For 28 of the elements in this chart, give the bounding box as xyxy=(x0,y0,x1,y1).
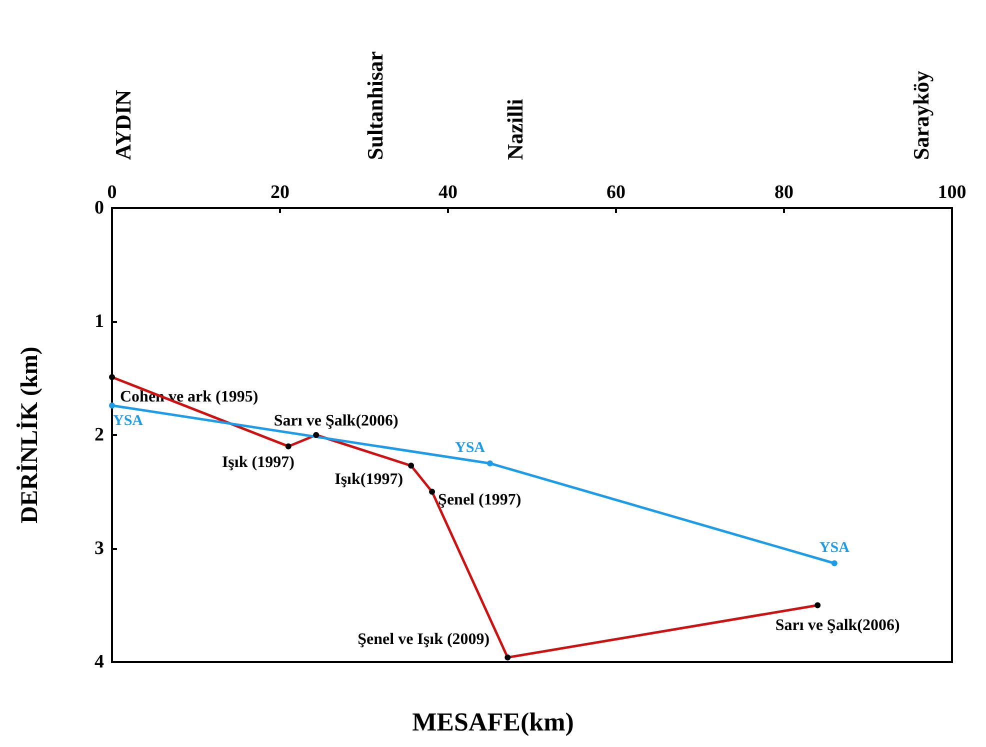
x-tick-label: 80 xyxy=(774,182,794,203)
annotation: Işık(1997) xyxy=(334,471,404,488)
text: Nazilli xyxy=(502,98,528,160)
point xyxy=(487,460,493,466)
y-tick-label: 0 xyxy=(94,198,104,218)
text: Sultanhisar xyxy=(362,50,388,160)
annotation: Şenel ve Işık (2009) xyxy=(358,630,490,648)
x-axis-title: MESAFE(km) xyxy=(412,708,574,736)
x-tick-label: 20 xyxy=(270,182,290,203)
y-tick-label: 2 xyxy=(94,424,104,446)
x-tick-label: 40 xyxy=(438,182,458,203)
x-tick-label: 100 xyxy=(938,182,966,203)
annotation: Sarı ve Şalk(2006) xyxy=(775,616,900,634)
y-tick-label: 4 xyxy=(94,652,104,672)
y-tick-label: 3 xyxy=(94,538,104,559)
text: YSA xyxy=(819,540,850,556)
annotation: Işık (1997) xyxy=(222,454,294,471)
point xyxy=(109,402,115,408)
point xyxy=(831,560,838,566)
y-tick-label: 1 xyxy=(94,311,104,332)
annotation: Şenel (1997) xyxy=(438,491,522,508)
text: YSA xyxy=(112,412,144,429)
x-tick-label: 60 xyxy=(606,182,626,203)
annotation: Sarı ve Şalk(2006) xyxy=(274,412,398,430)
y-axis-title: DERİNLİK (km) xyxy=(16,346,43,524)
series-label: YSA xyxy=(454,440,486,456)
text: Sarayköy xyxy=(908,70,934,160)
text: AYDIN xyxy=(110,90,136,160)
